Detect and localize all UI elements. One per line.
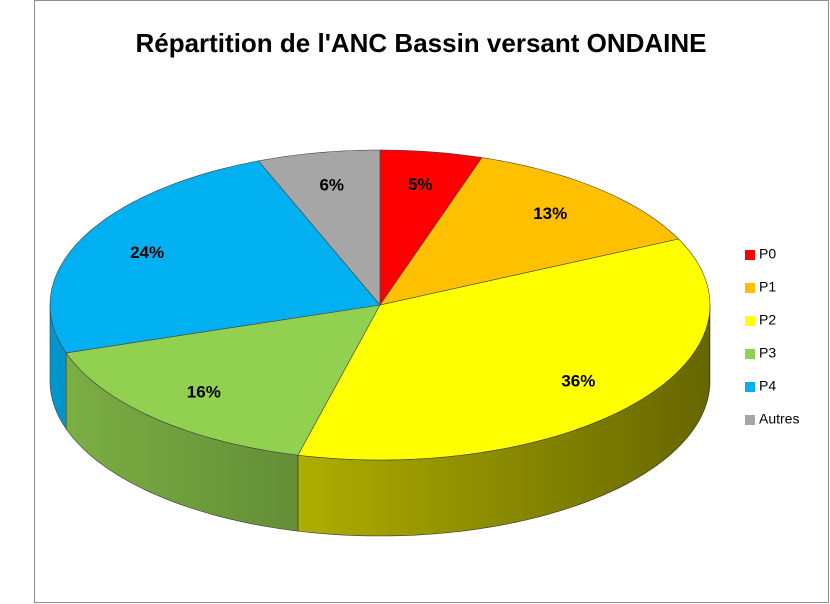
legend-label: Autres (759, 411, 799, 427)
pie-slice (379, 149, 483, 306)
legend-label: P4 (759, 378, 776, 394)
data-label: 5% (408, 175, 433, 194)
pie-slice (379, 157, 680, 306)
pie: 5% 13% 36% 16% 24% 6% (49, 149, 711, 537)
pie-slice (65, 304, 381, 456)
legend-swatch (745, 349, 755, 359)
pie-side-shade (50, 305, 67, 429)
data-label: 16% (187, 383, 221, 402)
pie-side-shade (297, 305, 710, 536)
legend-swatch (745, 382, 755, 392)
legend: P0 P1 P2 P3 P4 Autres (745, 246, 799, 427)
data-label: 36% (561, 372, 595, 391)
legend-label: P1 (759, 279, 776, 295)
legend-swatch (745, 283, 755, 293)
pie-slice (297, 238, 711, 461)
legend-label: P3 (759, 345, 776, 361)
legend-swatch (745, 316, 755, 326)
data-label: 6% (319, 176, 344, 195)
pie-side-shade (66, 352, 298, 532)
chart-title: Répartition de l'ANC Bassin versant ONDA… (135, 28, 706, 58)
legend-label: P0 (759, 246, 776, 262)
pie-slice (257, 149, 381, 306)
legend-label: P2 (759, 312, 776, 328)
legend-swatch (745, 250, 755, 260)
legend-swatch (745, 415, 755, 425)
data-label: 24% (130, 243, 164, 262)
data-label: 13% (533, 204, 567, 223)
pie-slice (49, 160, 381, 354)
